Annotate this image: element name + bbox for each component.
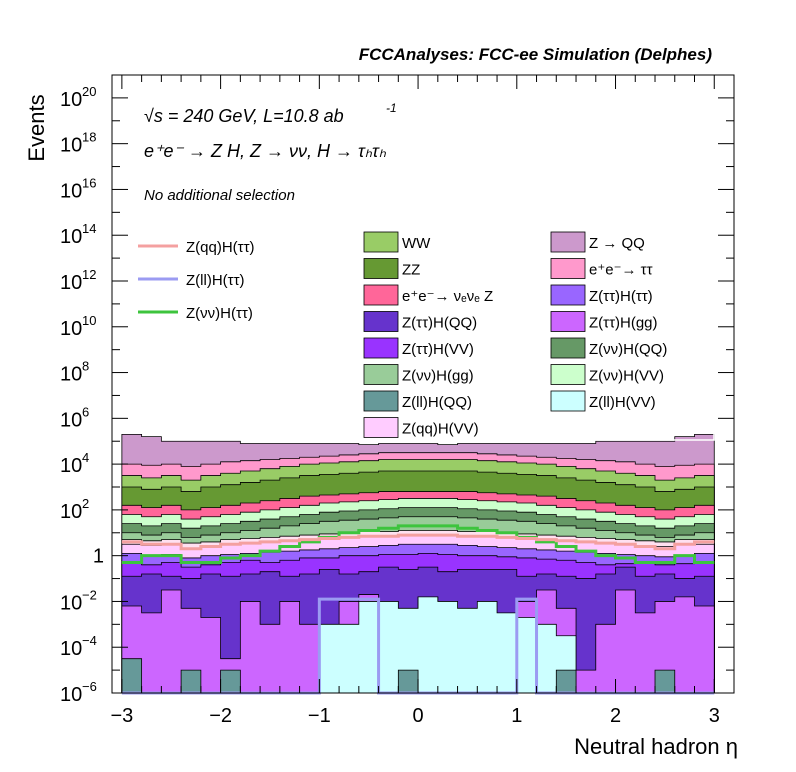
legend-stack-label: Z(ττ)H(VV): [402, 341, 474, 358]
y-tick-label: 10 12: [60, 267, 96, 294]
legend-stack-label: Z(ll)H(QQ): [402, 394, 472, 411]
legend-stack-label: Z(ττ)H(ττ): [589, 288, 653, 305]
svg-text:1: 1: [93, 546, 104, 568]
svg-text:8: 8: [82, 359, 89, 374]
legend-stack-label: ZZ: [402, 262, 420, 279]
svg-text:10: 10: [60, 501, 82, 523]
y-tick-label: 10 4: [60, 450, 89, 477]
svg-text:10: 10: [60, 592, 82, 614]
svg-text:−2: −2: [82, 587, 97, 602]
svg-text:−4: −4: [82, 633, 97, 648]
svg-text:10: 10: [60, 226, 82, 248]
legend-swatch: [550, 337, 586, 359]
legend-swatch: [363, 311, 399, 332]
svg-text:10: 10: [60, 135, 82, 157]
energy-label: √s = 240 GeV, L=10.8 ab: [144, 106, 344, 126]
svg-text:18: 18: [82, 130, 96, 145]
legend-line-label: Z(qq)H(ττ): [186, 239, 255, 256]
y-tick-label: 10 10: [60, 313, 96, 340]
y-tick-label: 10 14: [60, 221, 96, 248]
x-tick-label: −2: [209, 705, 232, 727]
y-tick-label: 10 −2: [60, 587, 97, 614]
legend-swatch: [363, 258, 399, 279]
legend-swatch: [550, 284, 586, 306]
svg-text:16: 16: [82, 175, 96, 190]
x-tick-label: 1: [511, 705, 522, 727]
svg-text:10: 10: [60, 638, 82, 660]
legend-stack-label: Z(ll)H(VV): [589, 394, 656, 411]
legend-line-label: Z(νν)H(ττ): [186, 305, 253, 322]
legend-signal: Z(qq)H(ττ) Z(ll)H(ττ) Z(νν)H(ττ): [138, 239, 255, 322]
legend-line-label: Z(ll)H(ττ): [186, 272, 245, 289]
legend-stack-label: Z(ττ)H(gg): [589, 315, 658, 332]
legend-stack-label: e⁺e⁻→ ττ: [589, 262, 653, 279]
chart-title: FCCAnalyses: FCC-ee Simulation (Delphes): [359, 45, 713, 64]
x-tick-label: −1: [308, 705, 331, 727]
y-tick-label: 10 6: [60, 404, 89, 431]
svg-text:10: 10: [60, 89, 82, 111]
signal-line-1: [121, 533, 715, 551]
legend-swatch: [550, 364, 586, 385]
legend-stack-label: Z(νν)H(gg): [402, 368, 474, 385]
legend-swatch: [363, 337, 399, 359]
svg-text:12: 12: [82, 267, 96, 282]
y-tick-label: 10 −4: [60, 633, 97, 660]
legend-swatch: [363, 364, 399, 385]
x-tick-label: −3: [110, 705, 133, 727]
legend-swatch: [363, 231, 399, 253]
legend-swatch: [550, 390, 586, 412]
x-axis-label: Neutral hadron η: [574, 734, 738, 759]
legend-swatch: [363, 417, 399, 438]
legend-stack: WW Z → QQ ZZ e⁺e⁻→ ττ e⁺e⁻→ νₑνₑ Z Z(ττ)H(ττ)…: [356, 231, 715, 441]
process-label: e⁺e⁻ → Z H, Z → νν, H → τₕτₕ: [144, 141, 387, 161]
svg-text:20: 20: [82, 84, 96, 99]
x-tick-label: 0: [413, 705, 424, 727]
y-tick-label: 10 −6: [60, 679, 97, 706]
plot-frame: [111, 74, 735, 694]
svg-text:10: 10: [60, 409, 82, 431]
y-tick-label: 10 8: [60, 359, 89, 386]
y-tick-label: 1: [93, 546, 104, 568]
legend-swatch: [550, 311, 586, 332]
svg-text:4: 4: [82, 450, 89, 465]
svg-text:10: 10: [60, 180, 82, 202]
legend-swatch: [550, 258, 586, 279]
selection-label: No additional selection: [144, 187, 295, 204]
legend-stack-label: e⁺e⁻→ νₑνₑ Z: [402, 288, 493, 305]
legend-stack-label: WW: [402, 235, 431, 252]
svg-text:14: 14: [82, 221, 96, 236]
x-tick-label: 3: [709, 705, 720, 727]
y-tick-label: 10 2: [60, 496, 89, 523]
legend-stack-label: Z(qq)H(VV): [402, 421, 479, 438]
svg-text:10: 10: [60, 272, 82, 294]
legend-stack-label: Z → QQ: [589, 235, 645, 252]
svg-text:10: 10: [60, 318, 82, 340]
svg-text:−6: −6: [82, 679, 97, 694]
y-axis-label: Events: [24, 94, 49, 161]
y-tick-label: 10 16: [60, 175, 96, 202]
svg-text:10: 10: [60, 364, 82, 386]
svg-text:10: 10: [60, 455, 82, 477]
x-tick-label: 2: [610, 705, 621, 727]
svg-text:2: 2: [82, 496, 89, 511]
y-tick-label: 10 20: [60, 84, 96, 111]
signal-line-0: [121, 524, 715, 565]
svg-text:10: 10: [82, 313, 96, 328]
legend-swatch: [363, 390, 399, 412]
legend-swatch: [550, 231, 586, 253]
legend-stack-label: Z(ττ)H(QQ): [402, 315, 477, 332]
x-axis-ticks: −3 −2 −1 0 1 2 3: [110, 75, 720, 727]
legend-stack-label: Z(νν)H(VV): [589, 368, 664, 385]
y-tick-label: 10 18: [60, 130, 96, 157]
energy-exponent: -1: [386, 101, 397, 115]
svg-text:10: 10: [60, 684, 82, 706]
svg-text:6: 6: [82, 404, 89, 419]
legend-stack-label: Z(νν)H(QQ): [589, 341, 667, 358]
stacked-histogram: [121, 433, 715, 694]
legend-swatch: [363, 284, 399, 306]
